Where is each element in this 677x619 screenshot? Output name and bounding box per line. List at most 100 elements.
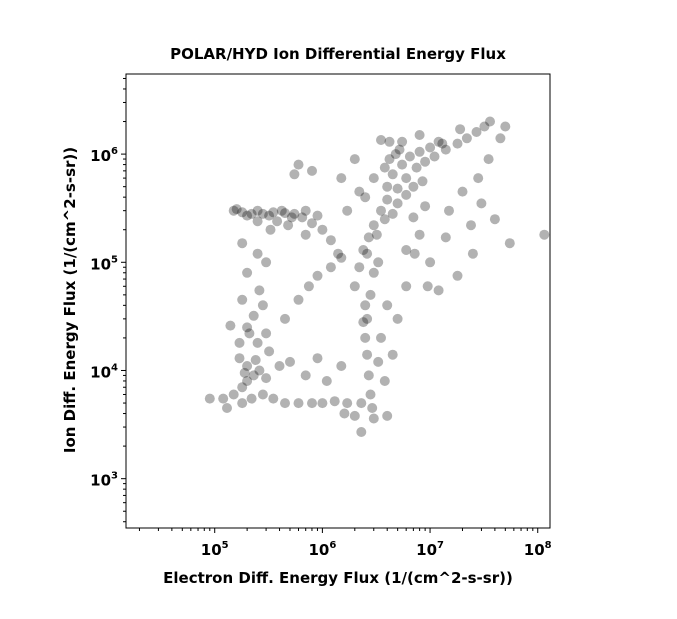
data-point [242, 210, 253, 221]
data-point [433, 285, 444, 296]
data-point [293, 294, 304, 305]
data-point [539, 229, 550, 240]
data-point [397, 136, 408, 147]
data-point [471, 127, 482, 137]
data-point [265, 224, 276, 235]
data-point [444, 205, 454, 216]
data-point [429, 151, 440, 162]
data-point [286, 212, 297, 223]
tick-label: 103 [90, 471, 118, 490]
data-point [261, 373, 272, 384]
data-point [293, 159, 304, 170]
data-point [280, 398, 290, 409]
data-point [417, 176, 428, 187]
data-point [365, 389, 376, 400]
data-point [248, 310, 259, 321]
data-point [387, 349, 398, 360]
data-point [384, 136, 395, 147]
data-point [246, 208, 257, 219]
data-point [234, 337, 245, 348]
data-point [254, 365, 265, 376]
data-point [257, 389, 268, 400]
data-point [300, 370, 311, 381]
data-point [384, 154, 395, 165]
data-point [457, 186, 468, 197]
data-point [440, 232, 451, 243]
data-point [452, 270, 463, 281]
data-point [237, 382, 248, 393]
data-point [500, 121, 511, 132]
data-point [218, 393, 229, 404]
data-point [382, 300, 393, 311]
points-layer [204, 116, 550, 437]
data-point [252, 205, 263, 216]
data-point [283, 220, 294, 231]
data-point [293, 398, 304, 409]
data-point [394, 144, 405, 155]
data-point [362, 248, 373, 259]
data-point [382, 181, 393, 192]
data-point [392, 183, 403, 194]
data-point [367, 403, 378, 413]
data-point [379, 162, 390, 173]
data-point [387, 208, 398, 219]
data-point [356, 427, 367, 437]
tick-label: 108 [524, 540, 552, 559]
data-point [356, 398, 367, 409]
data-point [379, 376, 390, 386]
data-point [248, 370, 259, 381]
data-point [339, 408, 350, 419]
x-axis-ticks: 105 106 107 108 [138, 528, 552, 559]
data-point [312, 210, 323, 221]
data-point [280, 313, 290, 324]
data-point [392, 313, 403, 324]
data-point [317, 398, 328, 409]
data-point [467, 248, 478, 259]
data-point [268, 393, 279, 404]
data-point [342, 205, 353, 216]
data-point [242, 361, 253, 371]
data-point [325, 235, 336, 246]
data-point [312, 270, 323, 281]
data-point [244, 328, 255, 339]
data-point [336, 361, 347, 371]
data-point [404, 151, 415, 162]
tick-label: 106 [308, 540, 336, 559]
data-point [360, 192, 371, 203]
data-point [237, 398, 248, 409]
tick-label: 105 [201, 540, 229, 559]
data-point [362, 313, 373, 324]
data-point [485, 116, 495, 127]
data-point [252, 216, 263, 227]
data-point [228, 389, 239, 400]
data-point [504, 238, 515, 249]
data-point [422, 281, 433, 292]
data-point [272, 216, 283, 227]
data-point [349, 410, 360, 421]
data-point [225, 320, 236, 331]
data-point [440, 144, 451, 155]
data-point [325, 262, 336, 273]
data-point [425, 257, 436, 268]
data-point [300, 205, 311, 216]
data-point [360, 332, 371, 343]
data-point [342, 398, 353, 409]
data-point [495, 133, 506, 144]
data-point [379, 214, 390, 225]
data-point [261, 328, 272, 339]
data-point [360, 300, 371, 311]
data-point [329, 396, 340, 407]
data-point [479, 121, 490, 132]
data-point [239, 367, 250, 378]
data-point [261, 257, 272, 268]
data-point [401, 281, 412, 292]
data-point [414, 130, 425, 140]
data-point [307, 218, 317, 229]
data-point [231, 204, 242, 215]
data-point [354, 186, 365, 197]
data-point [371, 229, 382, 240]
data-point [321, 376, 332, 386]
data-point [358, 245, 369, 255]
data-point [409, 248, 420, 259]
data-point [204, 393, 215, 404]
